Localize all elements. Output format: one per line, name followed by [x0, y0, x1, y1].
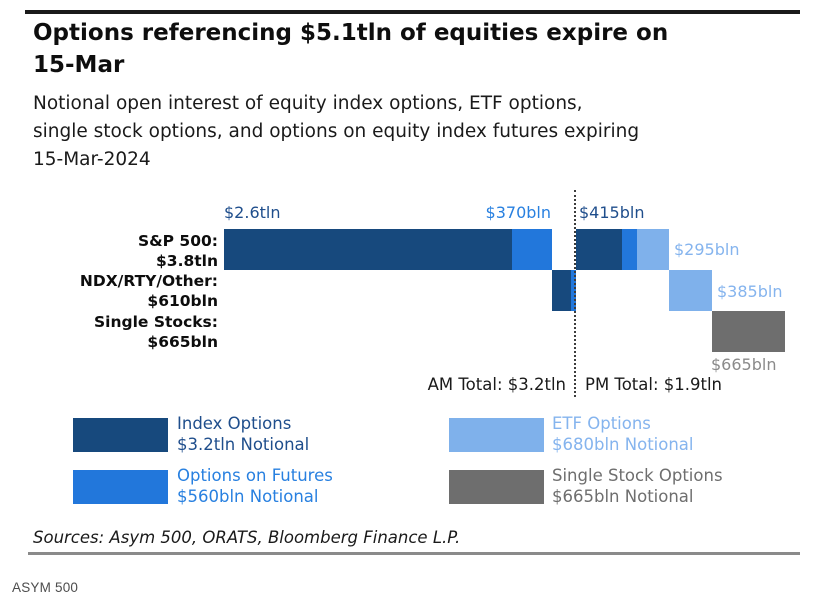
legend-etf-value: $680bln Notional: [552, 434, 694, 454]
subtitle-line-3: 15-Mar-2024: [33, 149, 151, 170]
bar-segment-futures-am-row1: [570, 270, 576, 311]
page-title-line-2: 15-Mar: [33, 52, 125, 78]
legend-swatch-etf-options: [449, 418, 544, 452]
value-label-spx-futures-am: $370bln: [485, 203, 551, 222]
legend-item-index-options: Index Options $3.2tln Notional: [177, 414, 309, 455]
subtitle-line-2: single stock options, and options on equ…: [33, 121, 640, 142]
legend-item-single-stock-options: Single Stock Options $665bln Notional: [552, 466, 723, 507]
legend-item-options-on-futures: Options on Futures $560bln Notional: [177, 466, 333, 507]
value-label-ndx-etf-pm: $385bln: [717, 282, 783, 301]
axis-label-ndx-line2: $610bln: [147, 292, 218, 310]
legend-item-etf-options: ETF Options $680bln Notional: [552, 414, 694, 455]
legend-futures-name: Options on Futures: [177, 466, 333, 485]
subtitle-line-1: Notional open interest of equity index o…: [33, 93, 583, 114]
legend-index-value: $3.2tln Notional: [177, 434, 310, 454]
legend-single-value: $665bln Notional: [552, 486, 694, 506]
chart-subtitle: Notional open interest of equity index o…: [33, 90, 639, 174]
bottom-rule: [28, 552, 800, 555]
pm-total-label: PM Total: $1.9tln: [585, 375, 723, 394]
value-label-spx-index-pm: $415bln: [579, 203, 645, 222]
bar-segment-etf-pm-row0: [636, 229, 670, 270]
bar-segment-index-am-row1: [552, 270, 571, 311]
axis-label-single-stocks: Single Stocks: $665bln: [94, 312, 218, 352]
am-total-label: AM Total: $3.2tln: [427, 375, 566, 394]
axis-label-single-line2: $665bln: [147, 333, 218, 351]
legend-swatch-index-options: [73, 418, 168, 452]
page-title: Options referencing $5.1tln of equities …: [33, 17, 668, 81]
legend-swatch-options-on-futures: [73, 470, 168, 504]
bar-segment-index-am-row0: [224, 229, 512, 270]
legend-etf-name: ETF Options: [552, 414, 651, 433]
axis-label-sp500-line1: S&P 500:: [138, 232, 218, 250]
axis-label-sp500: S&P 500: $3.8tln: [138, 231, 218, 271]
bar-segment-index-pm-row0: [575, 229, 622, 270]
value-label-spx-index-am: $2.6tln: [224, 203, 281, 222]
axis-label-sp500-line2: $3.8tln: [156, 252, 218, 270]
value-label-spx-etf-pm: $295bln: [674, 240, 740, 259]
watermark-asym500: ASYM 500: [12, 580, 79, 595]
legend-swatch-single-stock-options: [449, 470, 544, 504]
value-label-single-stocks-pm: $665bln: [711, 355, 777, 374]
axis-label-single-line1: Single Stocks:: [94, 313, 218, 331]
bar-segment-futures-am-row0: [511, 229, 553, 270]
legend-single-name: Single Stock Options: [552, 466, 723, 485]
page-title-line-1: Options referencing $5.1tln of equities …: [33, 20, 669, 46]
sources-note: Sources: Asym 500, ORATS, Bloomberg Fina…: [33, 528, 461, 547]
bar-segment-futures-pm-row0: [621, 229, 637, 270]
axis-label-ndx-rty-other: NDX/RTY/Other: $610bln: [80, 271, 218, 311]
top-rule: [25, 10, 800, 14]
bar-segment-single-pm-row2: [711, 311, 786, 352]
legend-futures-value: $560bln Notional: [177, 486, 319, 506]
bar-segment-etf-pm-row1: [669, 270, 712, 311]
legend-index-name: Index Options: [177, 414, 292, 433]
am-pm-divider-dotted-line: [574, 190, 576, 397]
axis-label-ndx-line1: NDX/RTY/Other:: [79, 272, 218, 290]
